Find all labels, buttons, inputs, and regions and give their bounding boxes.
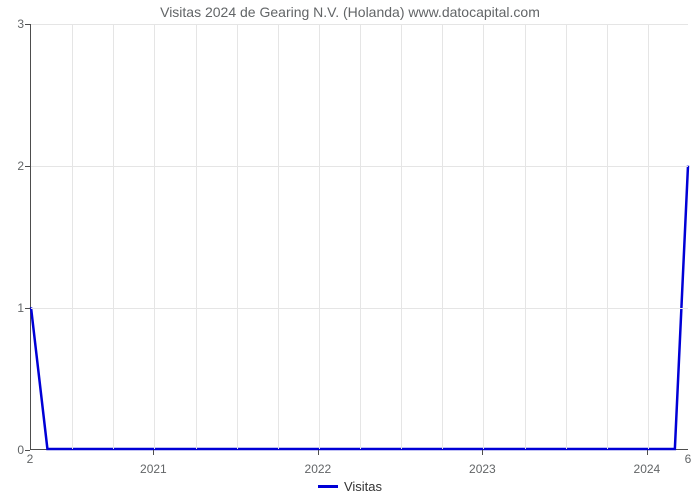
x-year-label: 2024 [634,462,661,476]
gridline-v [360,24,361,449]
gridline-v [154,24,155,449]
y-tick-mark [25,166,30,167]
gridline-v [607,24,608,449]
gridline-v [566,24,567,449]
x-year-label: 2021 [140,462,167,476]
y-tick-label: 0 [4,443,24,457]
legend: Visitas [0,478,700,494]
x-tick-mark [482,450,483,455]
legend-swatch [318,485,338,488]
plot-area [30,24,688,450]
x-endpoint-label: 2 [27,452,34,466]
gridline-v [278,24,279,449]
x-year-label: 2022 [305,462,332,476]
x-year-label: 2023 [469,462,496,476]
y-tick-label: 1 [4,301,24,315]
gridline-v [237,24,238,449]
gridline-v [319,24,320,449]
gridline-v [483,24,484,449]
x-tick-mark [647,450,648,455]
gridline-v [648,24,649,449]
x-endpoint-label: 6 [685,452,692,466]
legend-label: Visitas [344,479,382,494]
x-tick-mark [153,450,154,455]
gridline-v [113,24,114,449]
gridline-v [442,24,443,449]
y-tick-mark [25,24,30,25]
chart-title: Visitas 2024 de Gearing N.V. (Holanda) w… [0,4,700,20]
gridline-v [72,24,73,449]
gridline-v [196,24,197,449]
y-tick-label: 3 [4,17,24,31]
gridline-v [525,24,526,449]
y-tick-mark [25,450,30,451]
y-tick-mark [25,308,30,309]
gridline-v [401,24,402,449]
chart-container: Visitas 2024 de Gearing N.V. (Holanda) w… [0,0,700,500]
y-tick-label: 2 [4,159,24,173]
x-tick-mark [318,450,319,455]
